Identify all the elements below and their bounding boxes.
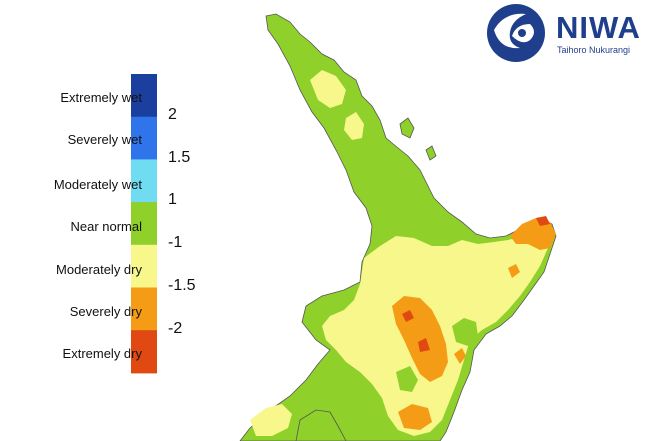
threshold-label: 1 <box>168 191 177 208</box>
island-great-barrier <box>399 117 415 139</box>
severely-dry-patch-east <box>508 264 520 278</box>
legend-label-severely-dry: Severely dry <box>69 304 142 319</box>
threshold-label: -1 <box>168 234 183 251</box>
legend-label-extremely-dry: Extremely dry <box>62 346 142 361</box>
legend-swatch-extremely-wet <box>131 74 157 118</box>
legend-swatch-moderately-dry <box>131 244 157 288</box>
legend-label-moderately-wet: Moderately wet <box>53 177 142 192</box>
extremely-dry-spot-2 <box>418 338 430 352</box>
niwa-logo-subtitle: Taihoro Nukurangi <box>557 45 631 55</box>
island-coromandel-offshore <box>425 145 437 161</box>
legend-swatch-extremely-dry <box>131 330 157 374</box>
near-normal-patch-south <box>396 366 418 392</box>
near-normal-patch-central <box>452 318 478 346</box>
legend-swatch-near-normal <box>131 202 157 246</box>
extremely-dry-spot-3 <box>536 216 550 226</box>
moderately-dry-patch-north <box>310 70 346 108</box>
legend-swatch-severely-wet <box>131 116 157 160</box>
south-island-tip <box>295 409 347 441</box>
extremely-dry-spot-1 <box>402 310 414 322</box>
severely-dry-region-east-cape <box>510 218 556 250</box>
severely-dry-patch-hawkes <box>454 348 466 364</box>
legend-label-severely-wet: Severely wet <box>67 132 142 147</box>
legend-label-extremely-wet: Extremely wet <box>60 90 142 105</box>
moderately-dry-patch-north-2 <box>344 112 364 140</box>
legend-label-near-normal: Near normal <box>70 219 142 234</box>
legend-swatch-moderately-wet <box>131 159 157 203</box>
niwa-swirl-icon <box>487 4 545 62</box>
moderately-dry-patch-west <box>250 404 292 436</box>
severely-dry-patch-south <box>398 404 432 430</box>
threshold-label: 2 <box>168 106 177 123</box>
threshold-label: 1.5 <box>168 149 191 166</box>
legend-label-moderately-dry: Moderately dry <box>56 262 142 277</box>
niwa-logo-wordmark: NIWA <box>556 10 641 45</box>
legend-color-bar <box>131 74 157 374</box>
threshold-label: -1.5 <box>168 277 196 294</box>
legend-swatch-severely-dry <box>131 287 157 331</box>
threshold-label: -2 <box>168 320 183 337</box>
